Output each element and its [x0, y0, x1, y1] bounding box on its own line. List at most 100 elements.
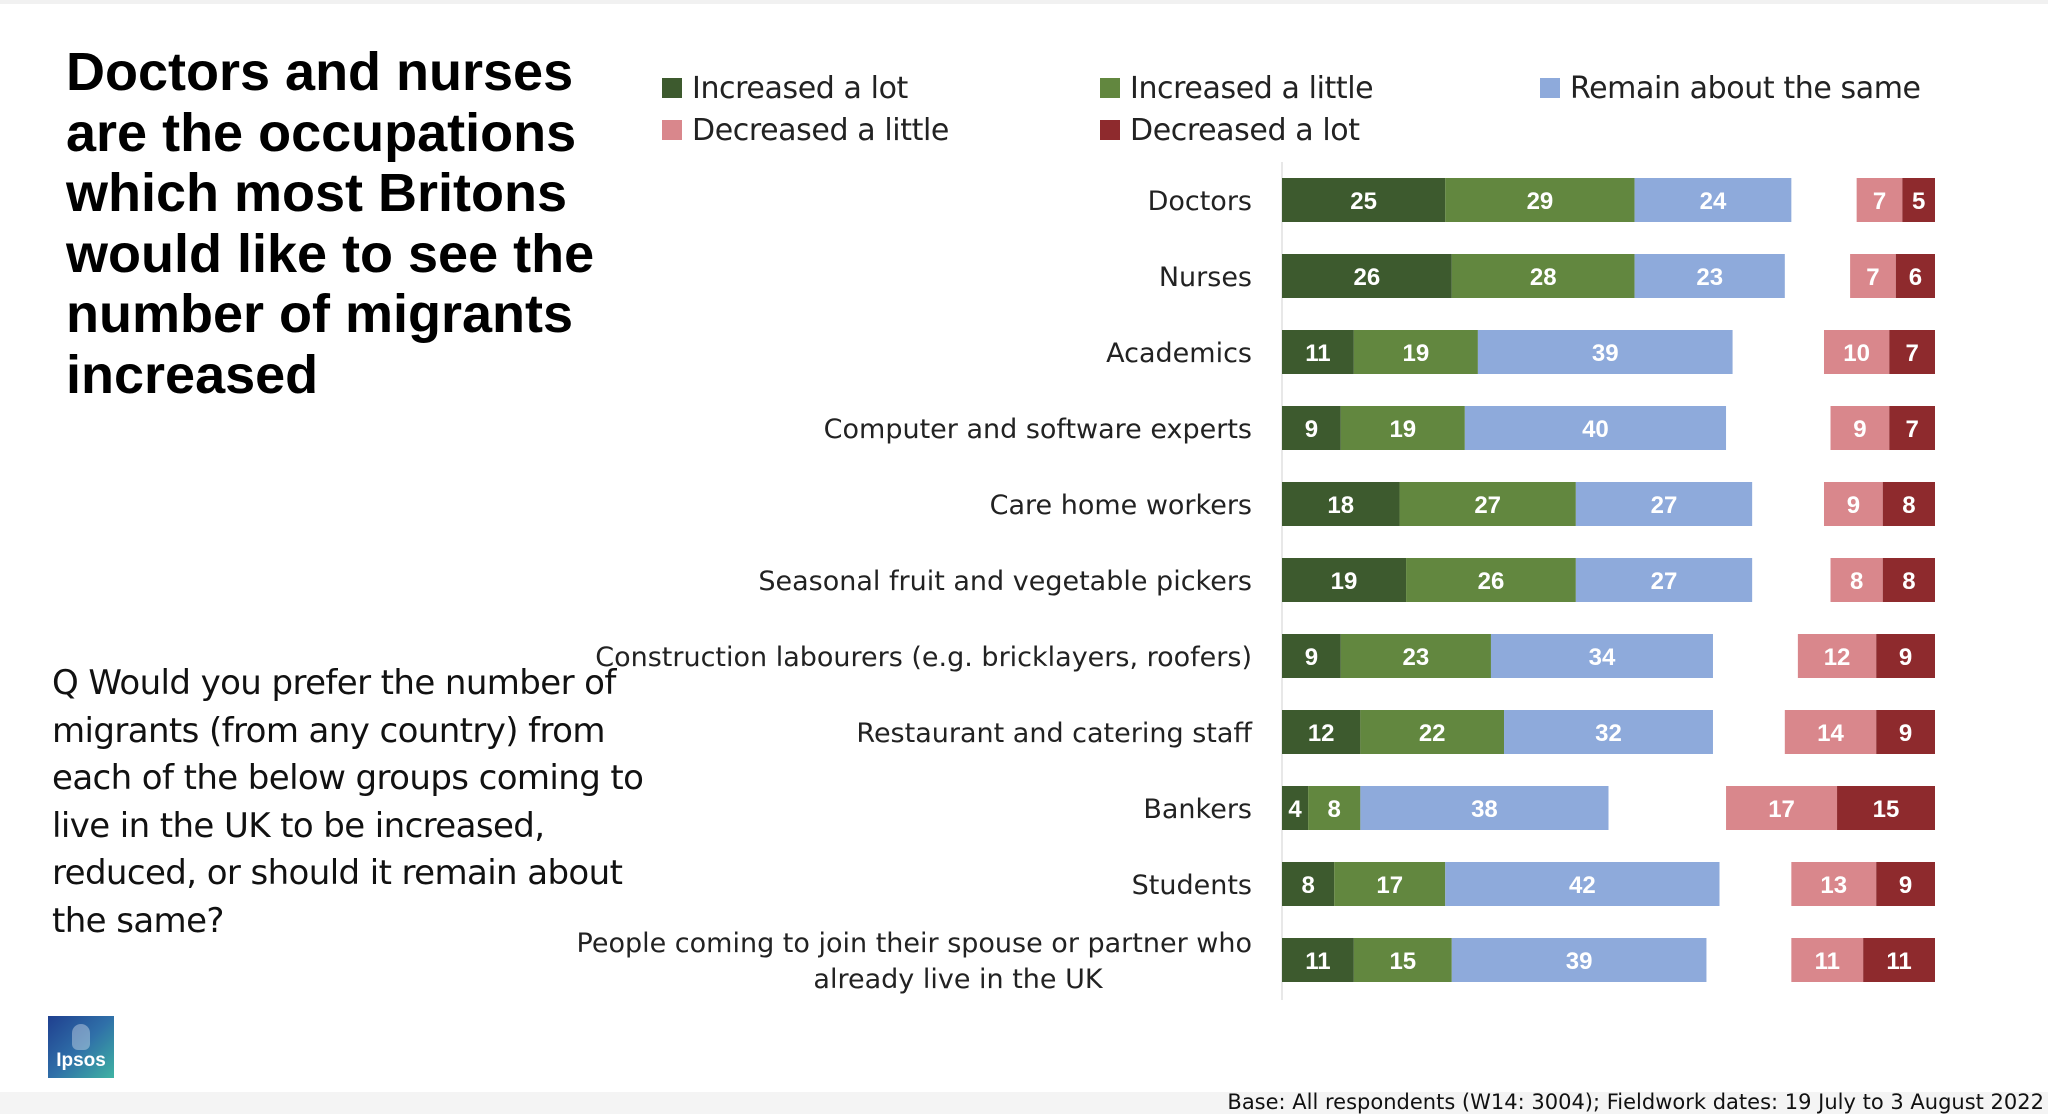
legend-label: Remain about the same	[1570, 70, 1921, 106]
category-label: Computer and software experts	[824, 414, 1252, 445]
legend-remain-about-the-same: Remain about the same	[1540, 68, 1921, 108]
data-label: 11	[1305, 340, 1330, 367]
bar-segment	[1837, 786, 1935, 830]
data-label: 27	[1651, 492, 1678, 519]
legend-label: Decreased a little	[692, 112, 949, 148]
bar-segment	[1334, 862, 1446, 906]
bar-segment	[1863, 938, 1935, 982]
data-label: 9	[1305, 644, 1318, 671]
footer-bar	[0, 1092, 2048, 1114]
data-label: 19	[1331, 568, 1358, 595]
category-label: Construction labourers (e.g. bricklayers…	[595, 642, 1252, 673]
bar-segment	[1575, 482, 1753, 526]
bar-segment	[1830, 558, 1883, 602]
data-label: 11	[1305, 948, 1330, 975]
bar-segment	[1340, 634, 1491, 678]
legend-label: Increased a little	[1130, 70, 1374, 106]
bar-segment	[1726, 786, 1838, 830]
bar-segment	[1823, 330, 1890, 374]
data-label: 34	[1589, 644, 1616, 671]
data-label: 9	[1847, 492, 1860, 519]
base-note: Base: All respondents (W14: 3004); Field…	[1227, 1090, 2044, 1114]
legend-increased-a-lot: Increased a lot	[662, 68, 908, 108]
data-label: 19	[1403, 340, 1430, 367]
bar-segment	[1797, 634, 1877, 678]
bar-segment	[1902, 178, 1935, 222]
data-label: 9	[1899, 644, 1912, 671]
bar-segment	[1451, 254, 1635, 298]
top-border	[0, 0, 2048, 4]
data-label: 6	[1909, 264, 1922, 291]
legend-increased-a-little: Increased a little	[1100, 68, 1374, 108]
data-label: 29	[1527, 188, 1554, 215]
bar-segment	[1360, 786, 1609, 830]
data-label: 39	[1566, 948, 1593, 975]
headline: Doctors and nurses are the occupations w…	[66, 42, 595, 405]
category-label: Bankers	[1143, 794, 1252, 825]
bar-segment	[1282, 710, 1361, 754]
bar-segment	[1282, 634, 1341, 678]
bar-segment	[1353, 938, 1452, 982]
data-label: 17	[1768, 796, 1795, 823]
legend-swatch	[662, 120, 682, 140]
bar-segment	[1889, 330, 1935, 374]
bar-segment	[1282, 330, 1354, 374]
data-label: 13	[1820, 872, 1847, 899]
bar-segment	[1784, 710, 1877, 754]
logo-text: Ipsos	[56, 1050, 106, 1071]
data-label: 19	[1389, 416, 1416, 443]
data-label: 5	[1912, 188, 1925, 215]
legend-decreased-a-little: Decreased a little	[662, 110, 949, 150]
data-label: 9	[1305, 416, 1318, 443]
bar-segment	[1889, 406, 1935, 450]
data-label: 15	[1389, 948, 1416, 975]
legend-label: Decreased a lot	[1130, 112, 1360, 148]
bar-segment	[1445, 178, 1635, 222]
bar-segment	[1282, 558, 1407, 602]
bar-segment	[1282, 938, 1354, 982]
bar-segment	[1282, 862, 1335, 906]
data-label: 22	[1419, 720, 1446, 747]
legend-swatch	[1540, 78, 1560, 98]
bar-segment	[1850, 254, 1896, 298]
legend-swatch	[1100, 78, 1120, 98]
data-label: 7	[1905, 340, 1918, 367]
data-label: 32	[1595, 720, 1622, 747]
data-label: 7	[1873, 188, 1886, 215]
data-label: 26	[1478, 568, 1505, 595]
data-label: 8	[1902, 492, 1915, 519]
bar-segment	[1634, 254, 1785, 298]
bar-segment	[1876, 710, 1935, 754]
bar-segment	[1360, 710, 1505, 754]
data-label: 42	[1569, 872, 1596, 899]
bar-segment	[1445, 862, 1720, 906]
bar-segment	[1490, 634, 1713, 678]
bar-segment	[1340, 406, 1465, 450]
logo-figure-icon	[72, 1024, 90, 1050]
bar-segment	[1830, 406, 1890, 450]
bar-segment	[1895, 254, 1935, 298]
category-label: People coming to join their spouse or pa…	[577, 928, 1252, 995]
bar-segment	[1477, 330, 1733, 374]
bar-segment	[1282, 786, 1309, 830]
legend-label: Increased a lot	[692, 70, 908, 106]
ipsos-logo: Ipsos	[48, 1016, 114, 1078]
bar-segment	[1451, 938, 1707, 982]
legend-decreased-a-lot: Decreased a lot	[1100, 110, 1360, 150]
data-label: 17	[1376, 872, 1403, 899]
bar-segment	[1353, 330, 1478, 374]
survey-question: Q Would you prefer the number of migrant…	[52, 663, 644, 941]
data-label: 18	[1327, 492, 1354, 519]
bar-segment	[1282, 254, 1452, 298]
data-label: 10	[1843, 340, 1870, 367]
category-label: Care home workers	[990, 490, 1252, 521]
data-label: 27	[1474, 492, 1501, 519]
bar-segment	[1882, 482, 1935, 526]
bar-segment	[1504, 710, 1713, 754]
data-label: 12	[1824, 644, 1851, 671]
bar-segment	[1791, 862, 1877, 906]
data-label: 39	[1592, 340, 1619, 367]
data-label: 7	[1866, 264, 1879, 291]
data-label: 12	[1308, 720, 1335, 747]
